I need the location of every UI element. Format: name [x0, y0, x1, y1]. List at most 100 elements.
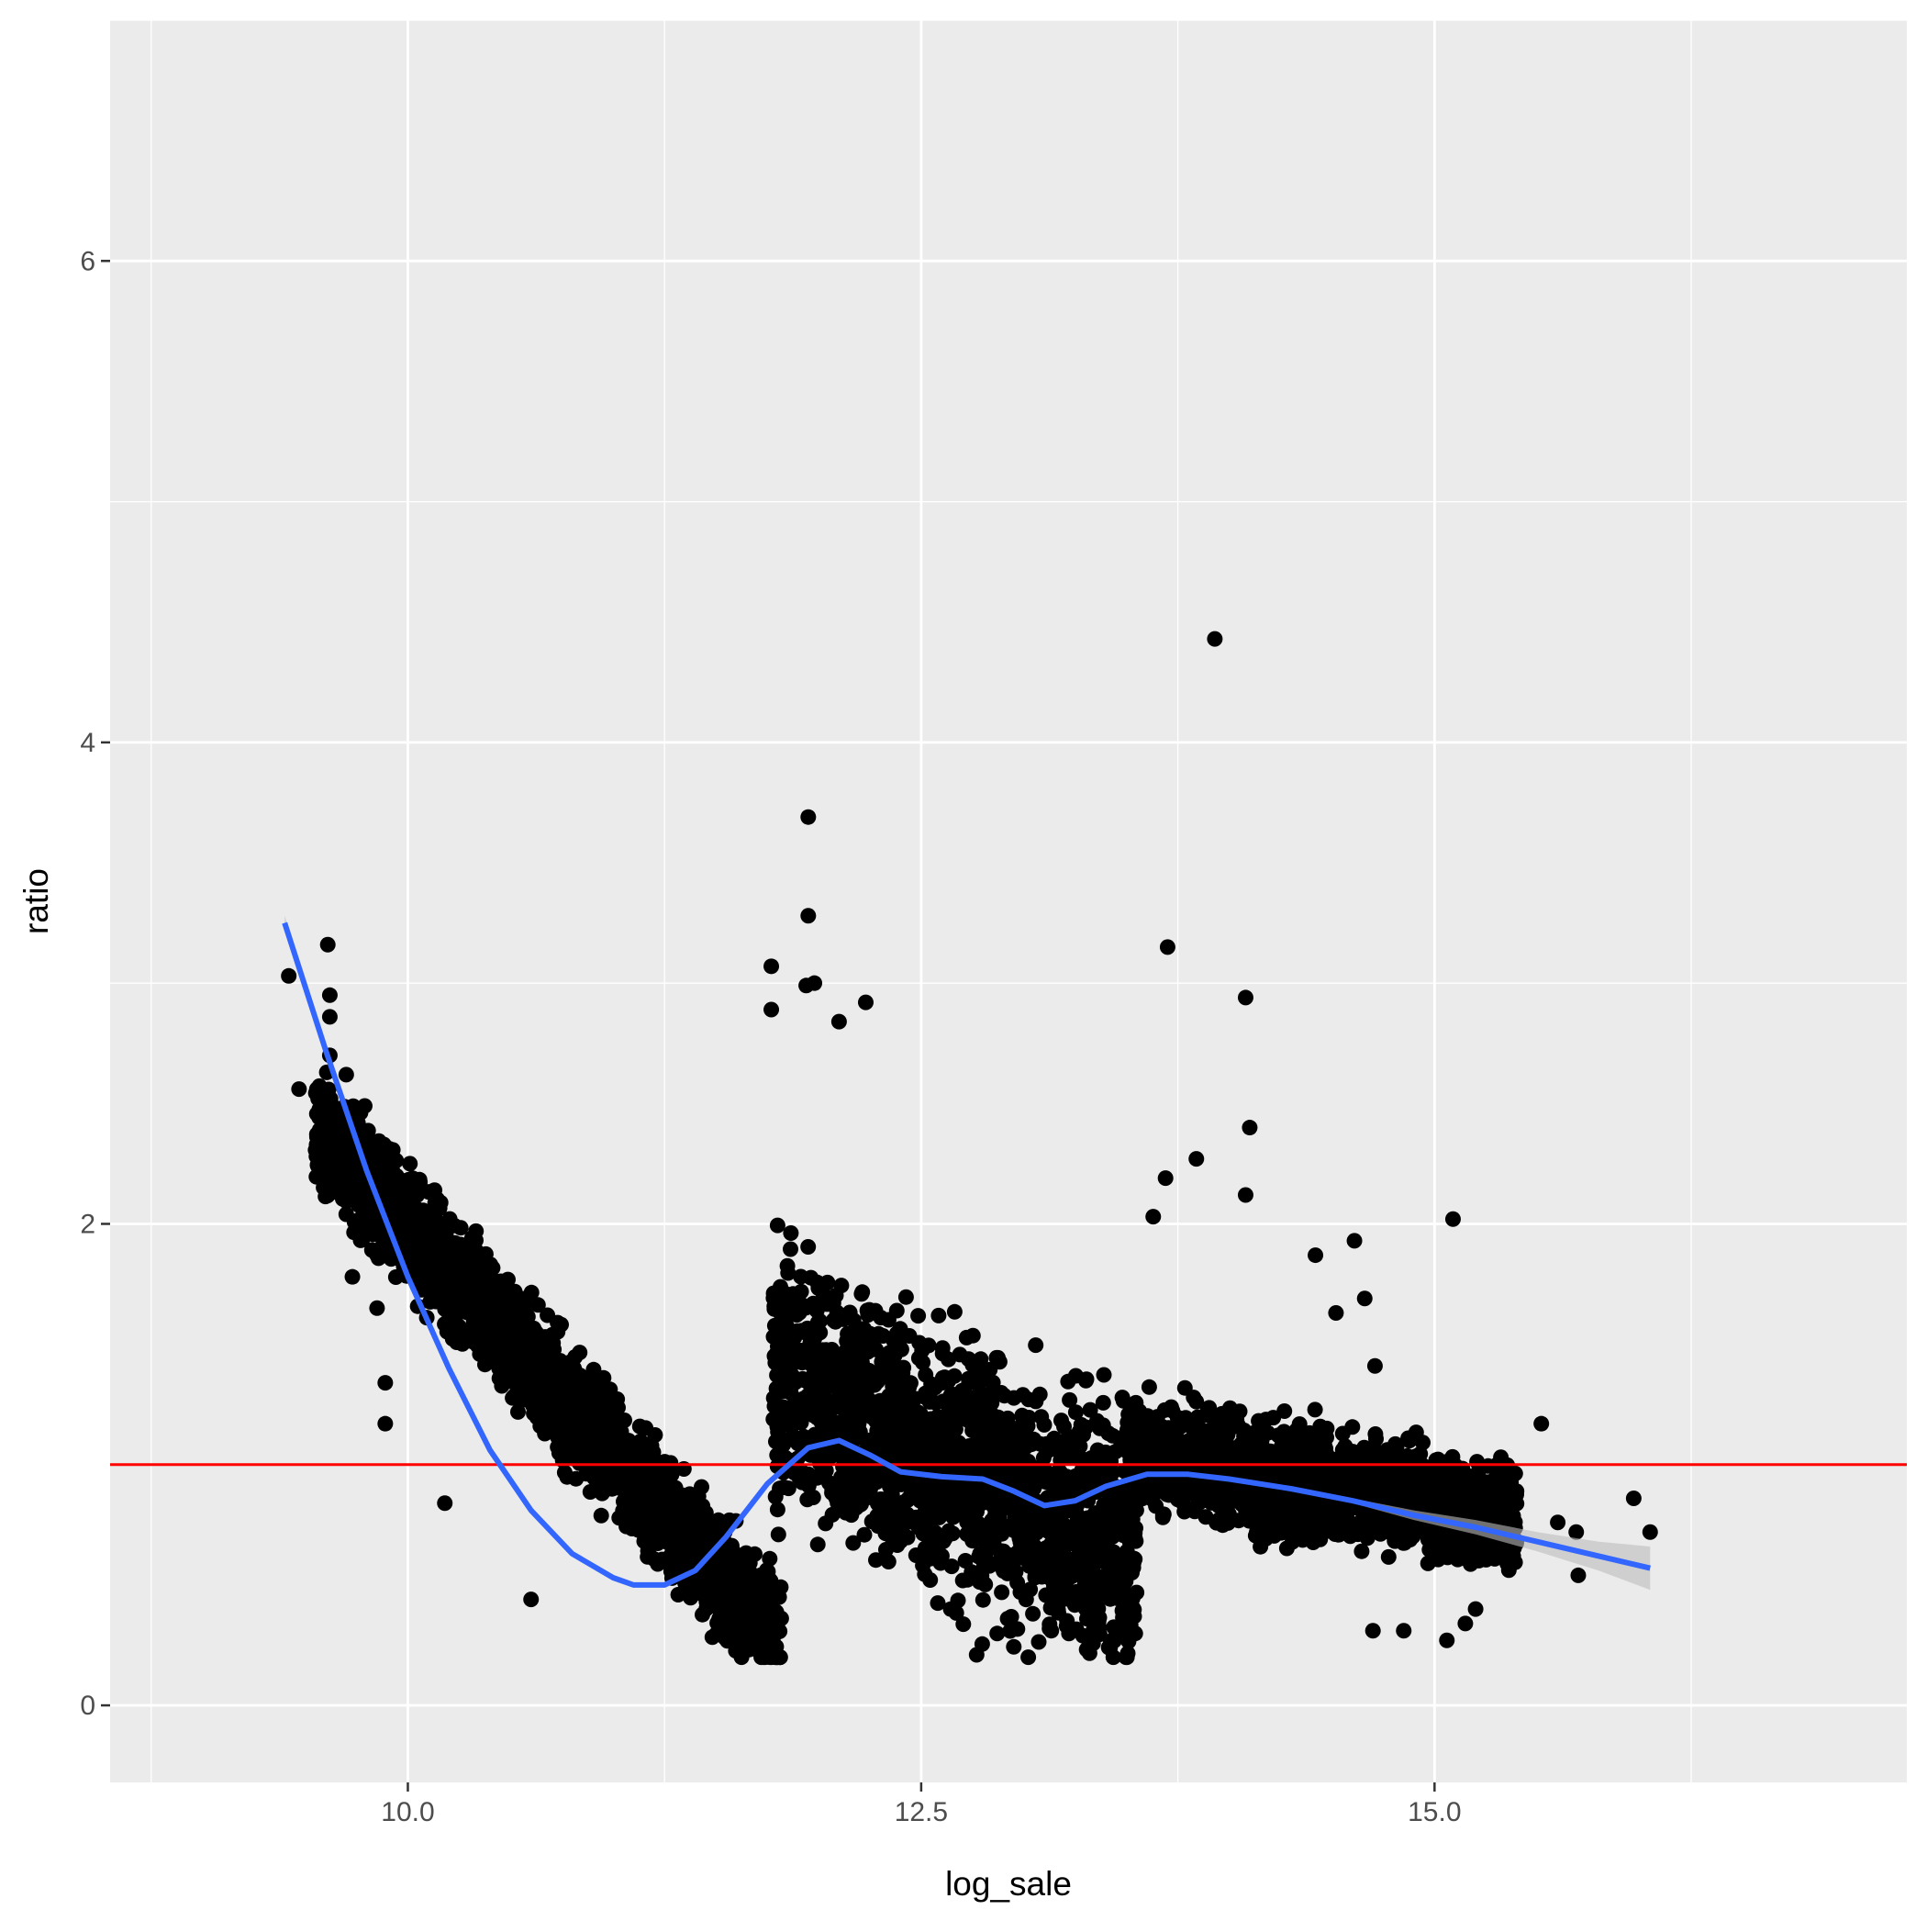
data-point	[566, 1360, 582, 1376]
data-point	[1100, 1425, 1116, 1441]
data-point	[924, 1524, 940, 1539]
data-point	[1009, 1621, 1025, 1636]
data-point	[1053, 1465, 1068, 1480]
data-point	[1006, 1639, 1021, 1655]
data-point	[1021, 1435, 1037, 1451]
data-point	[437, 1234, 452, 1250]
data-point	[440, 1324, 455, 1340]
data-point	[810, 1536, 826, 1552]
data-point	[1096, 1395, 1111, 1411]
data-point	[679, 1580, 695, 1596]
data-point	[530, 1297, 546, 1312]
data-point	[1079, 1611, 1095, 1626]
data-point	[705, 1629, 720, 1645]
data-point	[468, 1223, 484, 1239]
data-point	[630, 1475, 646, 1491]
data-point	[1114, 1589, 1130, 1604]
data-point	[774, 1322, 789, 1337]
data-point	[1129, 1585, 1144, 1601]
data-point	[1031, 1635, 1047, 1650]
data-point	[910, 1308, 926, 1323]
data-point	[522, 1371, 538, 1387]
data-point	[1080, 1554, 1096, 1569]
data-point	[968, 1375, 984, 1390]
data-point	[983, 1530, 998, 1546]
data-point	[853, 1495, 869, 1511]
data-point	[1085, 1629, 1100, 1645]
data-point	[555, 1377, 571, 1392]
data-point	[1020, 1391, 1036, 1407]
data-point	[919, 1447, 934, 1463]
data-point	[594, 1508, 609, 1524]
data-point	[681, 1521, 696, 1536]
data-point	[1014, 1467, 1030, 1482]
data-point	[335, 1125, 351, 1141]
data-point	[991, 1410, 1007, 1425]
data-point	[768, 1434, 784, 1449]
data-point	[826, 1312, 841, 1328]
data-point	[943, 1388, 959, 1403]
data-point	[947, 1442, 963, 1457]
data-point	[915, 1355, 930, 1370]
data-point	[450, 1268, 465, 1284]
data-point	[800, 1239, 816, 1255]
data-point	[1041, 1524, 1056, 1539]
data-point	[739, 1546, 754, 1561]
data-point	[606, 1459, 621, 1475]
data-point	[663, 1485, 679, 1501]
data-point	[617, 1503, 632, 1519]
data-point	[845, 1480, 861, 1496]
data-point	[778, 1355, 794, 1370]
data-point	[975, 1592, 991, 1608]
data-point	[858, 1365, 874, 1380]
data-point	[824, 1481, 840, 1497]
data-point	[973, 1351, 988, 1367]
data-point	[1056, 1434, 1072, 1449]
data-point	[717, 1549, 732, 1565]
data-point	[766, 1301, 782, 1317]
data-point	[1420, 1556, 1436, 1571]
data-point	[354, 1232, 370, 1247]
data-point	[955, 1494, 971, 1510]
data-point	[986, 1375, 1001, 1390]
data-point	[369, 1247, 384, 1263]
data-point	[1010, 1544, 1026, 1559]
data-point	[1126, 1602, 1142, 1617]
data-point	[641, 1547, 657, 1563]
data-point	[384, 1151, 399, 1167]
data-point	[682, 1541, 697, 1557]
data-point	[1061, 1625, 1076, 1641]
data-point	[949, 1605, 964, 1621]
data-point	[842, 1305, 858, 1321]
data-point	[537, 1426, 552, 1442]
data-point	[710, 1513, 726, 1528]
data-point	[1051, 1556, 1066, 1571]
data-point	[977, 1411, 993, 1426]
data-point	[1012, 1531, 1028, 1547]
data-point	[503, 1342, 518, 1357]
data-point	[1368, 1431, 1384, 1446]
data-point	[465, 1269, 481, 1285]
data-point	[896, 1360, 911, 1376]
data-point	[1068, 1404, 1084, 1420]
data-point	[582, 1427, 597, 1443]
data-point	[670, 1501, 685, 1516]
data-point	[507, 1389, 522, 1404]
data-point	[1095, 1449, 1110, 1465]
data-point	[1105, 1464, 1120, 1480]
data-point	[329, 1164, 344, 1179]
data-point	[981, 1450, 997, 1466]
data-point	[584, 1385, 599, 1401]
data-point	[762, 1551, 777, 1567]
data-point	[541, 1411, 557, 1426]
data-point	[930, 1491, 945, 1507]
data-point	[897, 1443, 912, 1458]
data-point	[1052, 1588, 1067, 1603]
data-point	[952, 1346, 968, 1362]
data-point	[807, 1325, 822, 1341]
data-point	[908, 1547, 924, 1563]
data-point	[647, 1455, 663, 1470]
data-point	[1124, 1526, 1140, 1542]
data-point	[1122, 1551, 1138, 1567]
